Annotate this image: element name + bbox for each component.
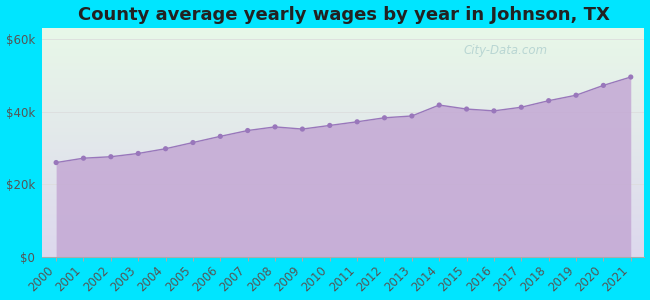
Point bbox=[188, 140, 198, 145]
Point bbox=[543, 98, 554, 103]
Text: City-Data.com: City-Data.com bbox=[464, 44, 548, 57]
Point bbox=[297, 127, 307, 131]
Point bbox=[242, 128, 253, 133]
Point bbox=[324, 123, 335, 128]
Title: County average yearly wages by year in Johnson, TX: County average yearly wages by year in J… bbox=[77, 6, 610, 24]
Point bbox=[462, 107, 472, 112]
Point bbox=[598, 83, 608, 88]
Point bbox=[133, 151, 144, 156]
Point bbox=[352, 119, 362, 124]
Point bbox=[625, 75, 636, 80]
Point bbox=[571, 93, 581, 98]
Point bbox=[78, 156, 88, 161]
Point bbox=[161, 146, 171, 151]
Point bbox=[516, 105, 526, 110]
Point bbox=[434, 103, 445, 107]
Point bbox=[489, 109, 499, 113]
Point bbox=[106, 154, 116, 159]
Point bbox=[215, 134, 226, 139]
Point bbox=[270, 124, 280, 129]
Point bbox=[407, 114, 417, 118]
Point bbox=[380, 116, 390, 120]
Point bbox=[51, 160, 61, 165]
